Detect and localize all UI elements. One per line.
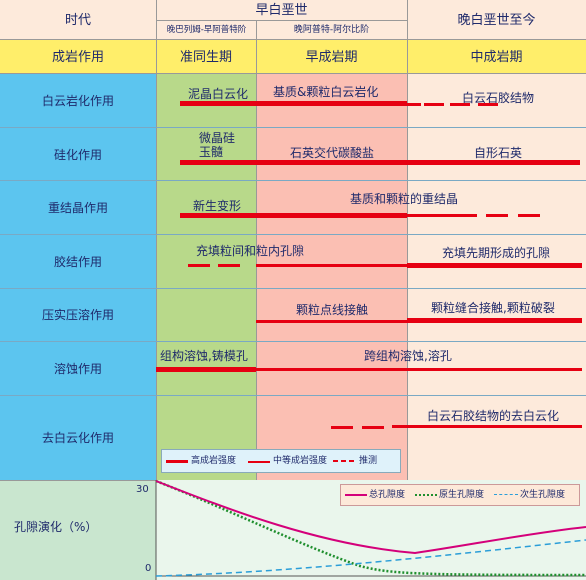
- porosity-label: 孔隙演化（%）: [14, 520, 98, 534]
- note-suture-contact: 颗粒缝合接触,颗粒破裂: [431, 301, 555, 315]
- stage3-column-bg: [407, 74, 586, 480]
- intensity-bar-high: [407, 318, 582, 323]
- porosity-y-min: 0: [145, 563, 152, 574]
- process-dissolution: 溶蚀作用: [53, 362, 102, 376]
- intensity-dash: [518, 214, 540, 217]
- stage-1-label: 准同生期: [179, 50, 232, 65]
- note-quartz-replacement: 石英交代碳酸盐: [290, 146, 375, 160]
- legend-line-high: [166, 460, 188, 463]
- row-separator: [0, 288, 586, 289]
- intensity-legend: [161, 449, 401, 473]
- legend-line-speculative: [333, 460, 338, 462]
- intensity-bar-high: [407, 263, 582, 268]
- separator: [407, 0, 408, 480]
- legend-total: 总孔隙度: [369, 490, 406, 500]
- intensity-dash: [424, 103, 444, 106]
- note-cross-fabric-dissolution: 跨组构溶蚀,溶孔: [364, 349, 452, 363]
- intensity-dash: [486, 214, 508, 217]
- sub-period-2: 晚阿普特-阿尔比阶: [293, 25, 370, 35]
- row-separator: [0, 180, 586, 181]
- diagenesis-label: 成岩作用: [51, 50, 104, 65]
- intensity-bar-high: [180, 101, 407, 106]
- note-chalcedony: 玉髓: [199, 145, 224, 159]
- note-matrix-grain-dolomitization: 基质&颗粒白云岩化: [273, 85, 379, 99]
- legend-medium: 中等成岩强度: [273, 456, 328, 466]
- note-neomorphism: 新生变形: [193, 199, 242, 213]
- note-point-line-contact: 颗粒点线接触: [296, 303, 369, 317]
- note-dedolomitization: 白云石胶结物的去白云化: [427, 409, 560, 423]
- intensity-dash: [450, 103, 470, 106]
- stage1-column-bg: [156, 74, 256, 480]
- intensity-bar-high: [156, 367, 256, 372]
- row-separator: [0, 395, 586, 396]
- note-recrystallization-matrix: 基质和颗粒的重结晶: [350, 192, 459, 206]
- legend-high: 高成岩强度: [191, 456, 237, 466]
- legend-line-medium: [248, 461, 270, 463]
- separator: [156, 0, 157, 480]
- stage-row-bg: [0, 40, 586, 74]
- sub-period-1: 晚巴列姆-早阿普特阶: [166, 25, 247, 35]
- legend-line-secondary: [494, 494, 518, 495]
- late-cretaceous-label: 晚白垩世至今: [457, 13, 536, 28]
- process-dedolomitization: 去白云化作用: [41, 431, 114, 445]
- note-fabric-dissolution: 组构溶蚀,铸模孔: [160, 349, 248, 363]
- row-separator: [0, 341, 586, 342]
- intensity-dash: [188, 264, 210, 267]
- note-micrite-dolomitization: 泥晶白云化: [188, 87, 249, 101]
- intensity-bar-medium: [256, 368, 582, 371]
- early-cretaceous-label: 早白垩世: [255, 3, 308, 18]
- porosity-y-max: 30: [136, 484, 149, 495]
- intensity-bar-medium: [392, 425, 582, 428]
- process-compaction: 压实压溶作用: [41, 308, 114, 322]
- note-fill-earlier-pores: 充填先期形成的孔隙: [442, 246, 551, 260]
- legend-line-speculative: [341, 460, 346, 462]
- legend-line-primary: [415, 494, 437, 496]
- intensity-bar-high: [180, 213, 407, 218]
- legend-line-speculative: [349, 460, 354, 462]
- separator: [256, 20, 257, 480]
- legend-speculative: 推测: [359, 456, 378, 466]
- intensity-bar-high: [180, 160, 580, 165]
- process-dolomitization: 白云岩化作用: [41, 94, 114, 108]
- left-column-bg: [0, 74, 156, 480]
- row-separator: [0, 234, 586, 235]
- intensity-bar-medium: [256, 320, 407, 323]
- intensity-bar-medium: [407, 214, 477, 217]
- stage-2-label: 早成岩期: [305, 50, 358, 65]
- stage-3-label: 中成岩期: [470, 50, 523, 65]
- primary-porosity-line: [155, 479, 586, 577]
- process-silicification: 硅化作用: [53, 148, 102, 162]
- legend-primary: 原生孔隙度: [439, 490, 485, 500]
- process-recrystallization: 重结晶作用: [47, 201, 108, 215]
- note-dolomite-cement: 白云石胶结物: [462, 91, 535, 105]
- legend-secondary: 次生孔隙度: [520, 490, 566, 500]
- total-porosity-line: [155, 480, 586, 555]
- separator: [156, 20, 407, 21]
- legend-line-total: [345, 494, 367, 496]
- intensity-dash: [478, 103, 498, 106]
- stage2-column-bg: [256, 74, 407, 480]
- intensity-dash: [362, 426, 384, 429]
- note-fill-pores: 充填粒间和粒内孔隙: [196, 244, 305, 258]
- intensity-bar-medium: [407, 103, 421, 106]
- era-label: 时代: [64, 13, 91, 28]
- porosity-legend: [340, 484, 580, 506]
- intensity-bar-medium: [256, 264, 407, 267]
- process-cementation: 胶结作用: [53, 255, 102, 269]
- intensity-dash: [218, 264, 240, 267]
- intensity-dash: [331, 426, 353, 429]
- row-separator: [0, 127, 586, 128]
- note-euhedral-quartz: 自形石英: [474, 146, 523, 160]
- secondary-porosity-line: [155, 539, 586, 577]
- note-microcrystalline-quartz: 微晶硅: [199, 131, 236, 145]
